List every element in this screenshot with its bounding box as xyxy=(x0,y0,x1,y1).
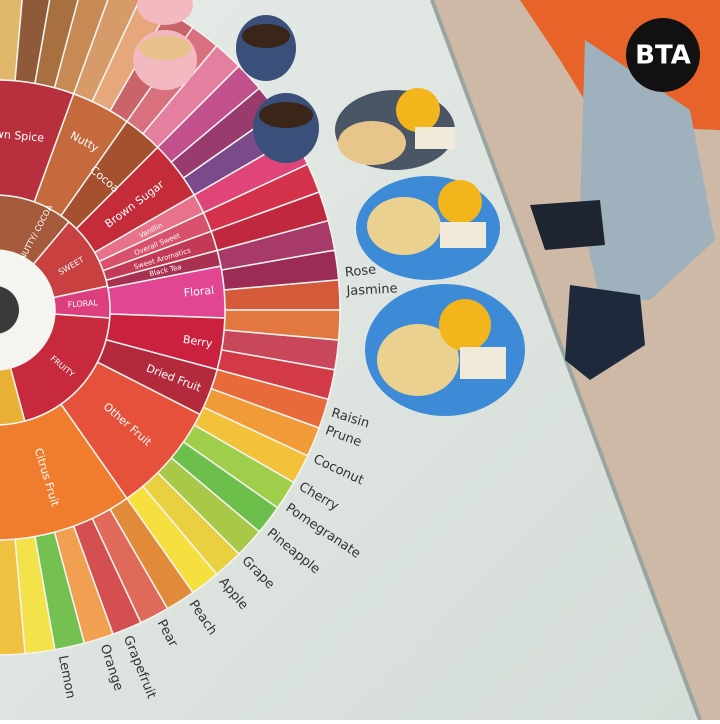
wheel-label: Floral xyxy=(183,284,214,300)
cups xyxy=(133,0,319,163)
wheel-label: Brown Spice xyxy=(0,126,45,145)
wheel-label: Jasmine xyxy=(345,281,398,299)
person xyxy=(520,0,720,380)
wheel-hub xyxy=(0,286,19,334)
plates xyxy=(335,88,525,416)
wheel-label: FLORAL xyxy=(67,298,98,309)
wheel-label: Berry xyxy=(182,333,214,351)
logo: BTA xyxy=(626,18,700,92)
wheel-center xyxy=(0,250,55,370)
wheel-label: Rose xyxy=(344,262,377,280)
logo-text: BTA xyxy=(635,41,691,71)
